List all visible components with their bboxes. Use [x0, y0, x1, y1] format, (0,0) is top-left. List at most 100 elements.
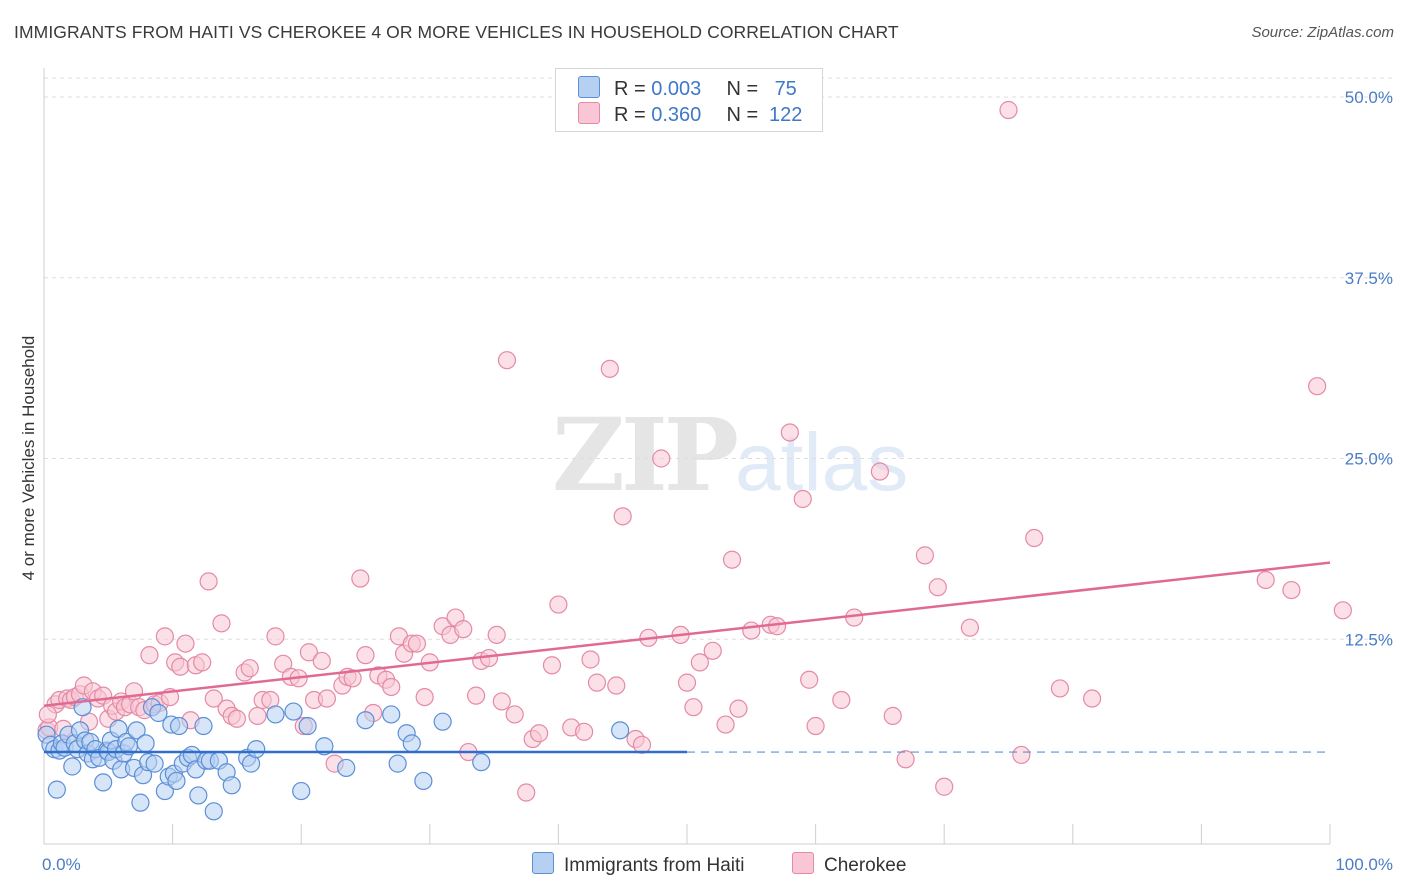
- cherokee-point: [800, 670, 819, 689]
- haiti-point: [127, 721, 146, 740]
- legend-n-label: N =: [726, 78, 759, 100]
- haiti-point: [284, 702, 303, 721]
- cherokee-point: [343, 669, 362, 688]
- haiti-point: [222, 776, 241, 795]
- cherokee-point: [870, 462, 890, 481]
- cherokee-point: [587, 673, 607, 692]
- haiti-point: [402, 734, 421, 753]
- legend-swatch-cherokee: [578, 102, 600, 124]
- cherokee-point: [684, 698, 703, 717]
- cherokee-point: [212, 614, 231, 633]
- cherokee-point: [780, 423, 799, 442]
- haiti-point: [247, 740, 266, 759]
- haiti-point: [169, 716, 189, 736]
- haiti-point: [47, 780, 66, 799]
- cherokee-point: [299, 643, 319, 662]
- cherokee-point: [415, 687, 434, 707]
- cherokee-point: [407, 634, 427, 653]
- haiti-point: [94, 773, 113, 792]
- gridlines: [44, 77, 1392, 640]
- legend-r-value-haiti: 0.003: [651, 78, 702, 100]
- cherokee-point: [171, 657, 190, 676]
- cherokee-point: [793, 489, 812, 509]
- cherokee-point: [703, 641, 722, 660]
- y-tick-label: 50.0%: [1345, 88, 1393, 107]
- legend-r-label: R =: [614, 104, 646, 126]
- haiti-point: [189, 786, 208, 805]
- cherokee-point: [487, 625, 506, 645]
- y-tick-label: 12.5%: [1345, 630, 1393, 649]
- cherokee-point: [832, 690, 851, 710]
- haiti-point: [292, 781, 311, 801]
- cherokee-point: [466, 686, 486, 705]
- haiti-point: [315, 737, 334, 756]
- cherokee-point: [600, 359, 619, 378]
- haiti-point: [433, 712, 452, 731]
- source-label: Source: ZipAtlas.com: [1251, 24, 1394, 41]
- cherokee-point: [915, 546, 935, 565]
- cherokee-point: [312, 651, 331, 671]
- cherokee-point: [767, 617, 787, 636]
- cherokee-point: [454, 620, 473, 639]
- cherokee-trend-line: [43, 561, 1331, 708]
- cherokee-point: [729, 699, 748, 718]
- haiti-point: [388, 754, 407, 773]
- legend-r-label: R =: [614, 78, 646, 100]
- bottom-legend-swatch-cherokee: [792, 852, 814, 874]
- haiti-point: [611, 721, 630, 740]
- cherokee-point: [575, 722, 594, 741]
- cherokee-point: [351, 569, 370, 588]
- cherokee-point: [497, 351, 517, 370]
- haiti-point: [356, 711, 375, 730]
- cherokee-point: [517, 783, 536, 802]
- cherokee-point: [652, 449, 671, 468]
- cherokee-points: [37, 100, 1352, 802]
- y-axis-label: 4 or more Vehicles in Household: [19, 336, 38, 581]
- haiti-point: [204, 802, 223, 821]
- cherokee-point: [716, 715, 735, 734]
- trend-lines: [43, 561, 1331, 754]
- x-tick-label-min: 0.0%: [42, 855, 81, 874]
- haiti-point: [145, 754, 164, 773]
- haiti-point: [266, 705, 285, 724]
- legend: R = 0.003 N = 75 R = 0.360 N = 122: [555, 68, 823, 132]
- haiti-point: [337, 758, 356, 778]
- legend-r-value-cherokee: 0.360: [651, 104, 702, 126]
- haiti-points: [37, 698, 630, 821]
- haiti-point: [149, 703, 168, 723]
- bottom-legend-swatch-haiti: [532, 852, 554, 874]
- cherokee-point: [690, 653, 709, 672]
- cherokee-point: [382, 677, 401, 697]
- cherokee-point: [581, 650, 600, 669]
- cherokee-point: [38, 705, 57, 724]
- cherokee-point: [1256, 570, 1275, 590]
- legend-swatch-haiti: [578, 76, 600, 98]
- bottom-legend-label-haiti: Immigrants from Haiti: [564, 855, 745, 876]
- cherokee-point: [999, 100, 1018, 120]
- cherokee-point: [607, 676, 626, 695]
- cherokee-point: [317, 689, 337, 708]
- bottom-legend-haiti: Immigrants from Haiti: [532, 852, 745, 877]
- cherokee-point: [140, 646, 159, 665]
- cherokee-point: [356, 646, 375, 665]
- legend-row-haiti: R = 0.003 N = 75: [578, 76, 808, 100]
- cherokee-point: [155, 627, 174, 646]
- cherokee-point: [193, 653, 212, 672]
- x-tick-label-max: 100.0%: [1335, 855, 1393, 874]
- cherokee-point: [240, 659, 259, 678]
- haiti-point: [136, 734, 155, 753]
- cherokee-point: [1025, 528, 1044, 548]
- legend-n-value-haiti: 75: [774, 78, 797, 100]
- haiti-point: [414, 771, 433, 791]
- haiti-point: [298, 716, 317, 736]
- cherokee-point: [742, 621, 761, 640]
- bottom-legend-label-cherokee: Cherokee: [824, 855, 907, 876]
- cherokee-point: [632, 735, 652, 754]
- legend-row-cherokee: R = 0.360 N = 122: [578, 102, 808, 126]
- cherokee-point: [1333, 601, 1352, 620]
- legend-n-label: N =: [726, 104, 759, 126]
- cherokee-point: [1050, 679, 1070, 698]
- cherokee-point: [896, 750, 915, 769]
- cherokee-point: [248, 706, 267, 725]
- cherokee-point: [227, 709, 246, 728]
